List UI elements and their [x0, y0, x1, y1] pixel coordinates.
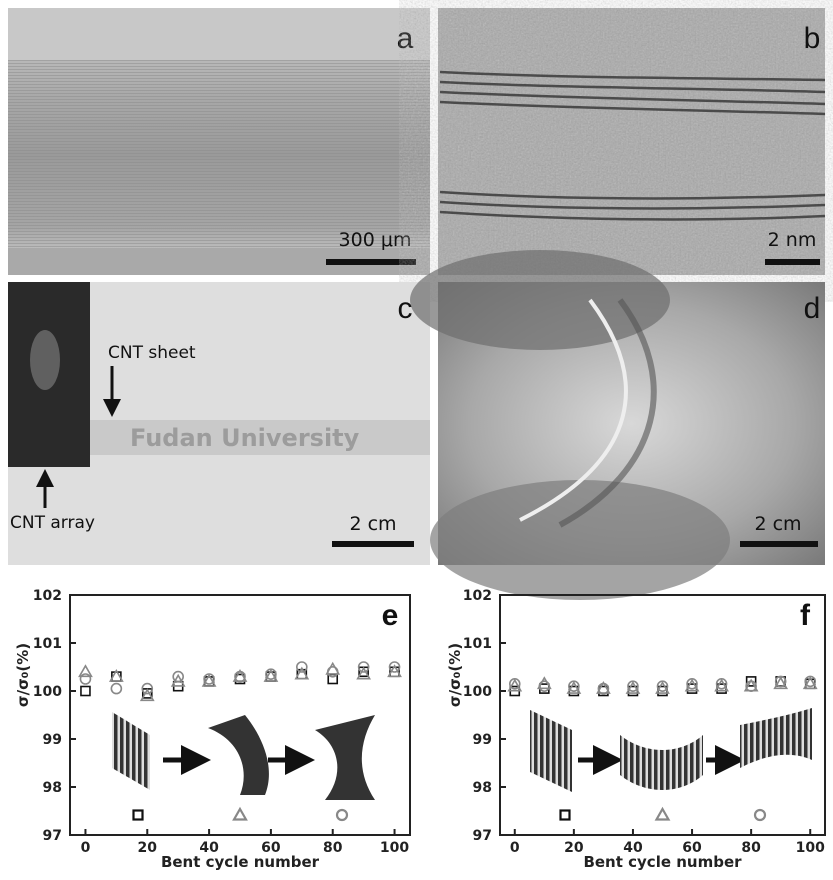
sheet-text: Fudan University [130, 424, 360, 452]
panel-label: d [804, 292, 821, 325]
x-axis-label: Bent cycle number [583, 853, 742, 871]
marker [111, 684, 121, 694]
chart-title: f [800, 599, 811, 632]
y-tick-label: 102 [463, 588, 492, 604]
scale-bar [740, 541, 818, 547]
panel-label: b [804, 22, 821, 55]
y-tick-label: 98 [43, 780, 62, 796]
y-axis-label: σ/σ₀(%) [14, 643, 32, 707]
y-tick-label: 101 [33, 636, 62, 652]
panel-label: a [397, 22, 414, 55]
legend-marker [337, 810, 347, 820]
scale-bar [332, 541, 414, 547]
y-tick-label: 102 [33, 588, 62, 604]
inset-schematic [530, 708, 812, 792]
x-tick-label: 100 [796, 840, 825, 856]
y-tick-label: 97 [43, 828, 62, 844]
x-tick-label: 80 [741, 840, 761, 856]
y-tick-label: 101 [463, 636, 492, 652]
scale-label: 2 cm [754, 513, 801, 535]
annotation: CNT sheet [108, 343, 196, 363]
marker [539, 681, 549, 691]
y-tick-label: 97 [473, 828, 492, 844]
x-axis-label: Bent cycle number [161, 853, 320, 871]
y-tick-label: 99 [473, 732, 492, 748]
panel-b: b 2 nm [438, 8, 825, 275]
scale-label: 300 μm [339, 229, 412, 251]
y-axis-label: σ/σ₀(%) [446, 643, 464, 707]
y-tick-label: 100 [33, 684, 62, 700]
y-tick-label: 98 [473, 780, 492, 796]
legend-marker [657, 809, 669, 820]
inset-schematic [112, 712, 375, 800]
y-tick-label: 99 [43, 732, 62, 748]
panel-d: d 2 cm [410, 250, 825, 600]
scale-label: 2 cm [349, 513, 396, 535]
scale-bar [765, 259, 820, 265]
marker [81, 687, 90, 696]
legend-marker [134, 811, 143, 820]
x-tick-label: 20 [564, 840, 584, 856]
x-tick-label: 0 [510, 840, 520, 856]
scale-bar [326, 259, 416, 265]
legend-marker [755, 810, 765, 820]
plot-frame [500, 595, 825, 835]
x-tick-label: 0 [81, 840, 91, 856]
legend-marker [561, 811, 570, 820]
x-tick-label: 20 [138, 840, 158, 856]
chart-title: e [382, 599, 399, 632]
scale-label: 2 nm [768, 229, 817, 251]
panel-c: Fudan University CNT sheet CNT array c 2… [8, 282, 430, 565]
x-tick-label: 100 [380, 840, 409, 856]
annotation: CNT array [10, 513, 95, 533]
figure: a 300 μm b 2 nm Fudan University CNT she… [0, 0, 833, 880]
panel-a: a 300 μm [8, 8, 430, 275]
y-tick-label: 100 [463, 684, 492, 700]
x-tick-label: 80 [323, 840, 343, 856]
legend-marker [234, 809, 246, 820]
